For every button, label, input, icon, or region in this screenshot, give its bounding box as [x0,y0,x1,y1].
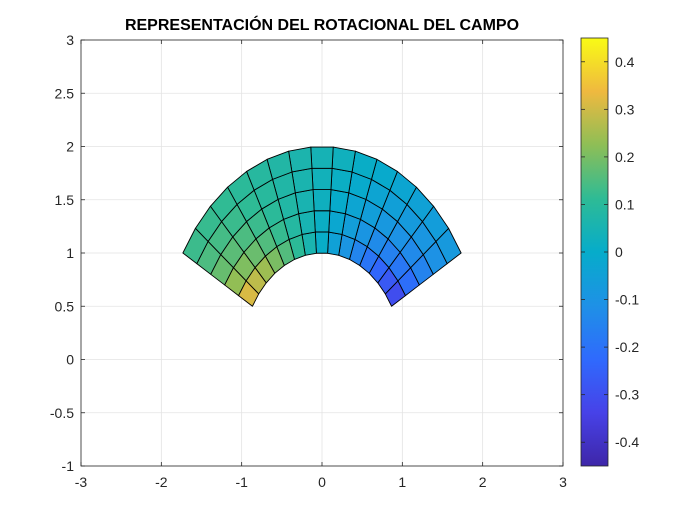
colorbar-tick-label: -0.3 [615,387,639,403]
y-tick-label: 1.5 [55,192,75,208]
y-tick-label: -1 [62,458,75,474]
colorbar-tick-label: -0.2 [615,339,639,355]
colorbar-tick-label: 0.2 [615,149,635,165]
y-tick-label: 0.5 [55,298,75,314]
surface-cell [310,146,334,169]
x-axis-ticks: -3 -2 -1 0 1 2 3 [75,40,567,490]
x-tick-label: 0 [318,474,326,490]
surface-cell [330,167,353,194]
colorbar: 0.4 0.3 0.2 0.1 0 -0.1 -0.2 -0.3 -0.4 [580,37,639,467]
colorbar-tick-label: 0 [615,244,623,260]
y-tick-label: 0 [66,352,74,368]
x-tick-label: -3 [75,474,88,490]
y-tick-label: 2.5 [55,85,75,101]
colorbar-tick-label: 0.4 [615,54,635,70]
surface-cell [312,189,332,212]
y-tick-label: -0.5 [50,405,74,421]
surface-cell [313,210,331,233]
y-tick-label: 3 [66,32,74,48]
y-axis-ticks: -1 -0.5 0 0.5 1 1.5 2 2.5 3 [50,32,563,474]
colorbar-tick-label: -0.1 [615,292,639,308]
colorbar-tick-label: -0.4 [615,434,639,450]
surface-cell [331,146,356,173]
y-tick-label: 1 [66,245,74,261]
x-tick-label: 2 [479,474,487,490]
chart-title: REPRESENTACIÓN DEL ROTACIONAL DEL CAMPO [125,15,519,34]
colorbar-tick-label: 0.3 [615,101,635,117]
surface-cell [329,189,350,215]
surface-cell [328,210,346,235]
x-tick-label: 3 [559,474,567,490]
surface-cell [288,146,313,173]
surface-cell [182,227,209,265]
x-tick-label: -2 [155,474,168,490]
surface-cell [311,167,333,190]
curl-surface [182,146,462,307]
plot-axes: -3 -2 -1 0 1 2 3 -1 -0.5 0 0.5 1 1.5 2 2.5 3 [50,32,567,490]
surface-cell [314,231,330,254]
y-tick-label: 2 [66,139,74,155]
colorbar-ticks: 0.4 0.3 0.2 0.1 0 -0.1 -0.2 -0.3 -0.4 [581,54,639,450]
colorbar-tick-label: 0.1 [615,196,635,212]
colorbar-gradient [580,37,609,467]
x-tick-label: 1 [398,474,406,490]
x-tick-label: -1 [235,474,248,490]
